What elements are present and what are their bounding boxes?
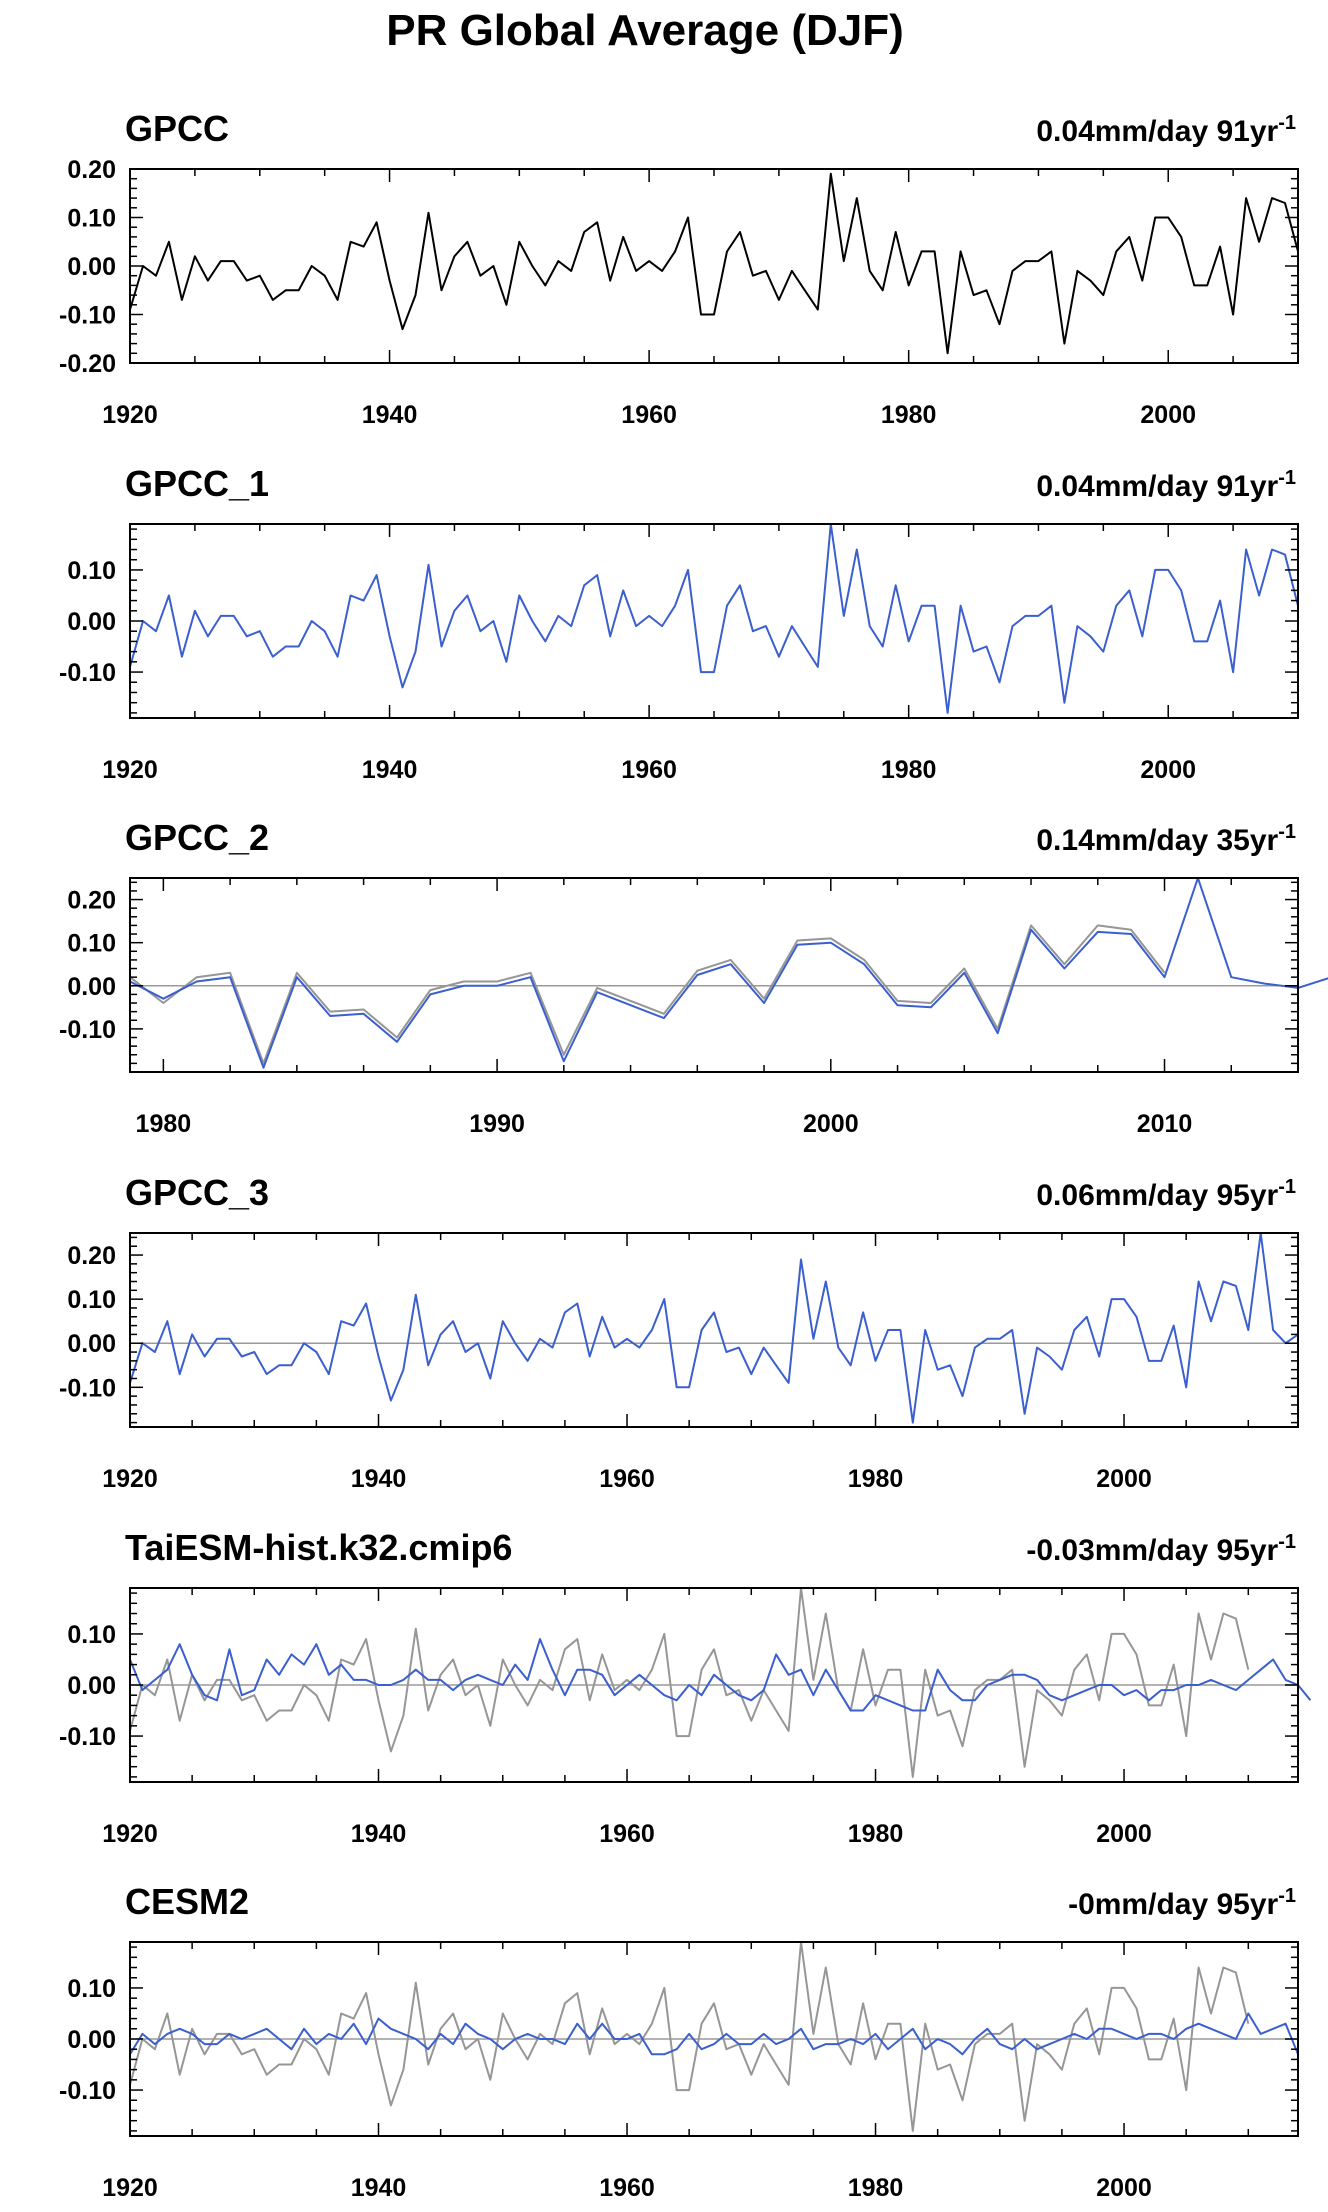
panels: GPCC 0.04mm/day 91yr-1 1920 1940 1960 1980 200… <box>59 108 1328 2202</box>
x-tick-label: 2010 <box>1137 1110 1193 1138</box>
x-tick-label: 1920 <box>102 2174 158 2202</box>
y-tick-label: 0.00 <box>67 2026 116 2054</box>
trend-label: 0.04mm/day 91yr-1 <box>1036 112 1296 148</box>
series-line <box>129 1232 1299 1424</box>
panel-title: GPCC_2 <box>125 817 269 858</box>
y-tick-label: -0.10 <box>59 2077 116 2105</box>
y-tick-label: 0.00 <box>67 253 116 281</box>
x-tick-label: 1980 <box>881 401 937 429</box>
plot-frame <box>129 877 1299 1073</box>
y-tick-label: 0.00 <box>67 1672 116 1700</box>
trend-superscript: -1 <box>1278 1531 1296 1553</box>
x-tick-label: 1920 <box>102 401 158 429</box>
panel-title: GPCC_1 <box>125 463 269 504</box>
chart-panel: TaiESM-hist.k32.cmip6 -0.03mm/day 95yr-1 1… <box>59 1527 1312 1848</box>
x-tick-label: 1940 <box>362 756 418 784</box>
chart-panel: GPCC 0.04mm/day 91yr-1 1920 1940 1960 1980 200… <box>59 108 1299 429</box>
y-tick-label: -0.10 <box>59 659 116 687</box>
panel-title: GPCC_3 <box>125 1172 269 1213</box>
reference-series-line <box>129 1587 1250 1778</box>
x-tick-label: 1920 <box>102 1465 158 1493</box>
y-tick-label: -0.10 <box>59 302 116 330</box>
y-tick-label: 0.10 <box>67 205 116 233</box>
trend-superscript: -1 <box>1278 1176 1296 1198</box>
x-tick-label: 2000 <box>1096 2174 1152 2202</box>
x-tick-label: 1940 <box>362 401 418 429</box>
x-tick-label: 2000 <box>1140 401 1196 429</box>
chart-panel: GPCC_1 0.04mm/day 91yr-1 1920 1940 1960 1980 2… <box>59 463 1299 784</box>
trend-label: -0mm/day 95yr-1 <box>1068 1885 1296 1921</box>
y-tick-label: 0.10 <box>67 1621 116 1649</box>
x-tick-label: 1960 <box>621 756 677 784</box>
x-tick-label: 2000 <box>803 1110 859 1138</box>
y-tick-label: 0.00 <box>67 973 116 1001</box>
panel-title: CESM2 <box>125 1881 249 1922</box>
series-line <box>129 877 1328 1069</box>
x-tick-label: 1980 <box>848 1820 904 1848</box>
plot-frame <box>129 1232 1299 1428</box>
reference-series-line <box>129 924 1166 1065</box>
y-tick-label: 0.00 <box>67 1330 116 1358</box>
x-tick-label: 1920 <box>102 1820 158 1848</box>
y-tick-label: -0.10 <box>59 1016 116 1044</box>
x-tick-label: 2000 <box>1096 1465 1152 1493</box>
trend-superscript: -1 <box>1278 112 1296 134</box>
x-tick-label: 1940 <box>351 2174 407 2202</box>
x-tick-label: 1980 <box>848 1465 904 1493</box>
y-tick-label: 0.20 <box>67 887 116 915</box>
trend-label: 0.06mm/day 95yr-1 <box>1036 1176 1296 1212</box>
x-tick-label: 2000 <box>1140 756 1196 784</box>
y-tick-label: 0.10 <box>67 1975 116 2003</box>
series-line <box>129 2012 1299 2056</box>
chart-panel: GPCC_3 0.06mm/day 95yr-1 1920 1940 1960 1980 2… <box>59 1172 1299 1493</box>
trend-superscript: -1 <box>1278 821 1296 843</box>
x-tick-label: 1980 <box>136 1110 192 1138</box>
x-tick-label: 1960 <box>599 2174 655 2202</box>
x-tick-label: 1960 <box>599 1465 655 1493</box>
x-tick-label: 2000 <box>1096 1820 1152 1848</box>
x-tick-label: 1990 <box>469 1110 525 1138</box>
series-line <box>129 523 1299 714</box>
plot-frame <box>129 168 1299 364</box>
panel-title: TaiESM-hist.k32.cmip6 <box>125 1527 512 1568</box>
y-tick-label: 0.10 <box>67 557 116 585</box>
series-line <box>129 172 1299 355</box>
y-tick-label: -0.10 <box>59 1723 116 1751</box>
x-tick-label: 1940 <box>351 1820 407 1848</box>
trend-label: 0.04mm/day 91yr-1 <box>1036 467 1296 503</box>
panel-title: GPCC <box>125 108 229 149</box>
y-tick-label: 0.20 <box>67 1242 116 1270</box>
y-tick-label: -0.10 <box>59 1374 116 1402</box>
x-tick-label: 1960 <box>599 1820 655 1848</box>
chart-panel: GPCC_2 0.14mm/day 35yr-1 1980 1990 2000 2010 -… <box>59 817 1328 1138</box>
x-tick-label: 1980 <box>848 2174 904 2202</box>
trend-superscript: -1 <box>1278 1885 1296 1907</box>
x-tick-label: 1960 <box>621 401 677 429</box>
series-line <box>129 1638 1312 1712</box>
chart-panel: CESM2 -0mm/day 95yr-1 1920 1940 1960 1980 2000… <box>59 1881 1299 2202</box>
plot-frame <box>129 523 1299 719</box>
trend-superscript: -1 <box>1278 467 1296 489</box>
y-tick-label: 0.10 <box>67 930 116 958</box>
x-tick-label: 1980 <box>881 756 937 784</box>
reference-series-line <box>129 1941 1250 2132</box>
trend-label: -0.03mm/day 95yr-1 <box>1026 1531 1296 1567</box>
figure-title: PR Global Average (DJF) <box>386 6 904 55</box>
trend-label: 0.14mm/day 35yr-1 <box>1036 821 1296 857</box>
x-tick-label: 1940 <box>351 1465 407 1493</box>
y-tick-label: -0.20 <box>59 350 116 378</box>
y-tick-label: 0.20 <box>67 156 116 184</box>
y-tick-label: 0.00 <box>67 608 116 636</box>
x-tick-label: 1920 <box>102 756 158 784</box>
y-tick-label: 0.10 <box>67 1286 116 1314</box>
